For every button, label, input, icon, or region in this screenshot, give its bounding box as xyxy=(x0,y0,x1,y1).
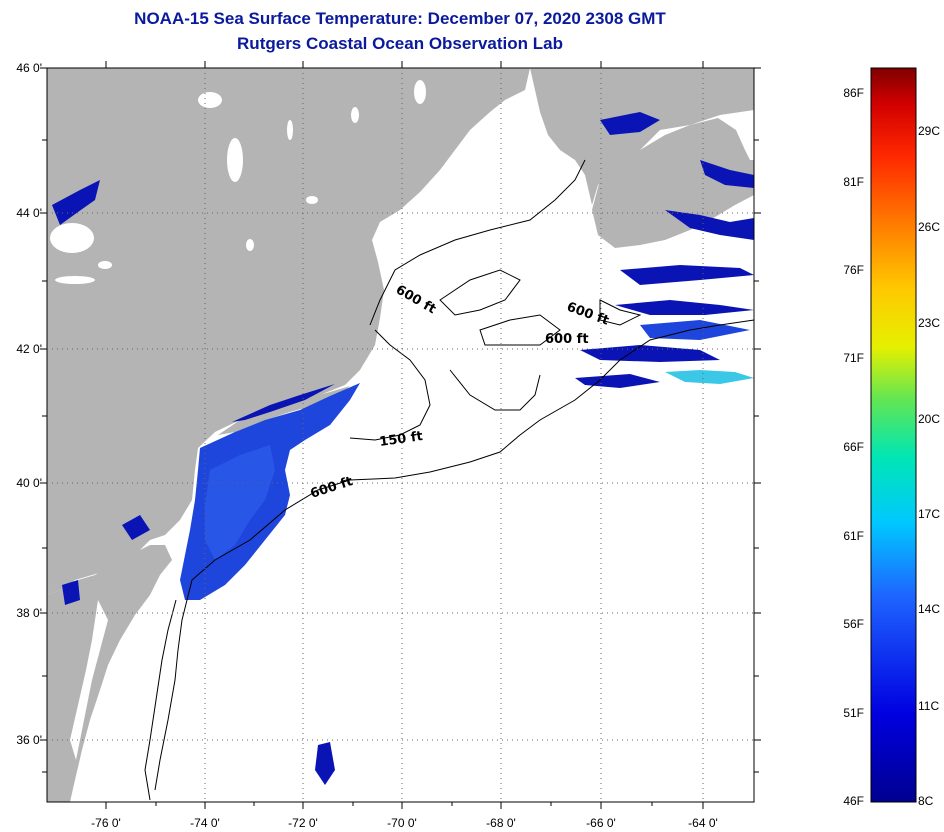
sst-cold-water xyxy=(52,112,754,785)
map-frame xyxy=(46,67,755,803)
colorbar-c-label: 23C xyxy=(918,316,941,330)
colorbar-c-label: 29C xyxy=(918,124,941,138)
contour-label: 150 ft xyxy=(378,429,423,450)
lat-label: 46 0' xyxy=(16,61,42,75)
colorbar-f-label: 71F xyxy=(843,351,864,365)
colorbar-f-label: 86F xyxy=(843,86,864,100)
colorbar-f-label: 66F xyxy=(843,440,864,454)
map-subtitle: Rutgers Coastal Ocean Observation Lab xyxy=(237,34,563,53)
lon-label: -70 0' xyxy=(387,816,417,830)
lon-label: -68 0' xyxy=(486,816,516,830)
bathymetry-contours xyxy=(144,159,755,801)
chesapeake-bay xyxy=(70,600,108,760)
colorbar-c-label: 8C xyxy=(918,794,934,808)
lat-label: 38 0' xyxy=(16,606,42,620)
lon-label: -76 0' xyxy=(91,816,121,830)
lat-label: 40 0' xyxy=(16,476,42,490)
land-clouds xyxy=(50,80,426,284)
lat-label: 44 0' xyxy=(16,206,42,220)
colorbar-c-label: 17C xyxy=(918,507,941,521)
land-northeast-us xyxy=(47,68,530,595)
colorbar-f-label: 56F xyxy=(843,617,864,631)
colorbar-c-label: 11C xyxy=(918,699,940,713)
land-nova-scotia xyxy=(592,118,754,248)
colorbar-f-label: 51F xyxy=(843,706,864,720)
colorbar-f-label: 61F xyxy=(843,529,864,543)
colorbar-c-label: 26C xyxy=(918,220,941,234)
colorbar-f-label: 81F xyxy=(843,175,864,189)
lon-label: -66 0' xyxy=(586,816,616,830)
axis-ticks xyxy=(40,61,761,809)
lon-label: -72 0' xyxy=(288,816,318,830)
map-title: NOAA-15 Sea Surface Temperature: Decembe… xyxy=(134,9,666,28)
colorbar-f-label: 76F xyxy=(843,263,864,277)
lon-label: -74 0' xyxy=(190,816,220,830)
land-maine-coast xyxy=(530,68,754,205)
colorbar-c-label: 14C xyxy=(918,602,941,616)
land-long-island xyxy=(218,386,350,435)
colorbar-f-label: 46F xyxy=(843,794,864,808)
lat-label: 42 0' xyxy=(16,342,42,356)
lat-label: 36 0' xyxy=(16,733,42,747)
colorbar-c-label: 20C xyxy=(918,412,941,426)
lon-label: -64 0' xyxy=(688,816,718,830)
contour-label: 600 ft xyxy=(545,332,589,347)
sst-colorbar xyxy=(870,67,917,803)
